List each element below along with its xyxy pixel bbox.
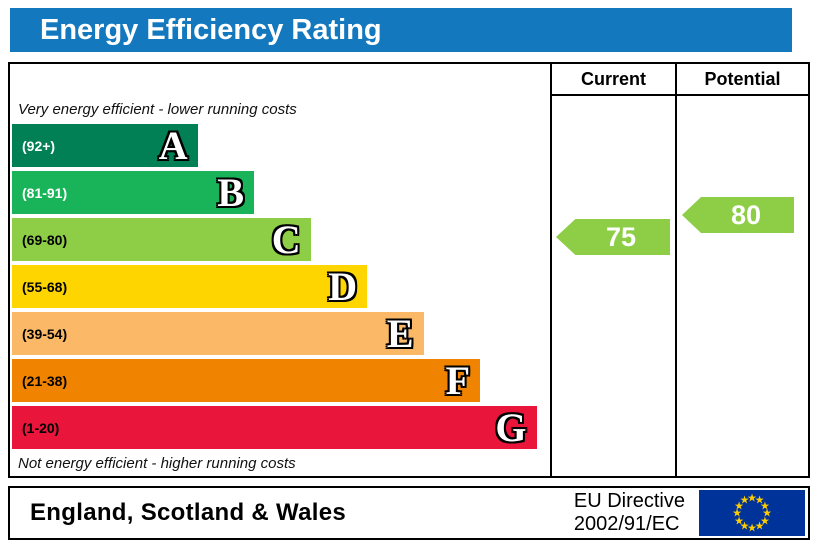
eu-flag-star: ★: [760, 514, 770, 527]
band-range-label: (92+): [22, 137, 56, 154]
band-range-label: (21-38): [22, 372, 68, 389]
current-rating-arrow: 75: [556, 219, 670, 255]
potential-column-body: 80: [677, 96, 808, 476]
eu-flag-star: ★: [739, 519, 750, 533]
eu-directive-line2: 2002/91/EC: [573, 513, 680, 535]
eu-flag-star: ★: [747, 521, 757, 535]
band-bar-c: (69-80) C: [12, 218, 311, 261]
current-column-header: Current: [552, 64, 675, 96]
eu-flag-star: ★: [732, 506, 742, 520]
chart-footer: England, Scotland & Wales EU Directive 2…: [8, 486, 810, 540]
band-bar-f: (21-38) F: [12, 357, 481, 403]
bands-column: Very energy efficient - lower running co…: [10, 64, 550, 476]
band-range-label: (1-20): [22, 419, 60, 436]
band-letter: D: [328, 263, 358, 309]
rating-chart: Very energy efficient - lower running co…: [8, 62, 810, 478]
band-bar-e: (39-54) E: [12, 312, 424, 355]
eu-flag-star: ★: [762, 506, 772, 520]
band-letter: G: [495, 404, 527, 450]
band-row-c: (69-80) C: [10, 216, 550, 263]
band-row-e: (39-54) E: [10, 310, 550, 357]
band-letter: C: [271, 216, 301, 262]
current-column-body: 75: [552, 96, 675, 476]
band-row-g: (1-20) G: [10, 404, 550, 451]
chart-title: Energy Efficiency Rating: [40, 13, 382, 46]
eu-flag-star: ★: [734, 514, 744, 527]
caption-bottom: Not energy efficient - higher running co…: [18, 455, 296, 472]
band-row-a: (92+) A: [10, 122, 550, 169]
eu-flag-star: ★: [739, 493, 750, 507]
band-bar-g: (1-20) G: [12, 406, 537, 449]
band-row-d: (55-68) D: [10, 263, 550, 310]
band-bar-d: (55-68) D: [12, 263, 368, 309]
eu-directive-line1: EU Directive: [573, 490, 685, 512]
eu-flag-icon: ★ ★ ★ ★ ★ ★ ★ ★ ★ ★ ★ ★: [699, 490, 805, 536]
chart-title-bar: Energy Efficiency Rating: [10, 8, 792, 52]
eu-flag-star: ★: [754, 493, 765, 507]
potential-column-header: Potential: [677, 64, 808, 96]
band-letter: A: [158, 122, 188, 168]
band-range-label: (39-54): [22, 325, 68, 342]
bands-column-header-spacer: [10, 64, 550, 96]
band-row-f: (21-38) F: [10, 357, 550, 404]
band-range-label: (69-80): [22, 231, 68, 248]
potential-rating-value: 80: [730, 199, 762, 230]
band-row-b: (81-91) B: [10, 169, 550, 216]
eu-flag-star: ★: [747, 491, 757, 505]
band-letter: B: [217, 169, 245, 215]
eu-flag-star: ★: [760, 499, 770, 512]
eu-flag-star: ★: [754, 519, 765, 533]
band-letter: F: [445, 357, 471, 403]
current-column: Current 75: [550, 64, 675, 476]
band-bar-b: (81-91) B: [12, 169, 255, 215]
band-letter: E: [386, 310, 414, 356]
caption-top: Very energy efficient - lower running co…: [18, 100, 297, 118]
potential-rating-arrow: 80: [682, 197, 794, 233]
potential-column: Potential 80: [675, 64, 808, 476]
current-rating-value: 75: [605, 221, 637, 252]
band-range-label: (81-91): [22, 184, 68, 201]
band-bar-a: (92+) A: [12, 124, 198, 167]
eu-flag-star: ★: [734, 499, 744, 512]
band-range-label: (55-68): [22, 278, 68, 295]
eu-directive-label: EU Directive 2002/91/EC: [574, 490, 685, 536]
region-label: England, Scotland & Wales: [30, 499, 346, 526]
